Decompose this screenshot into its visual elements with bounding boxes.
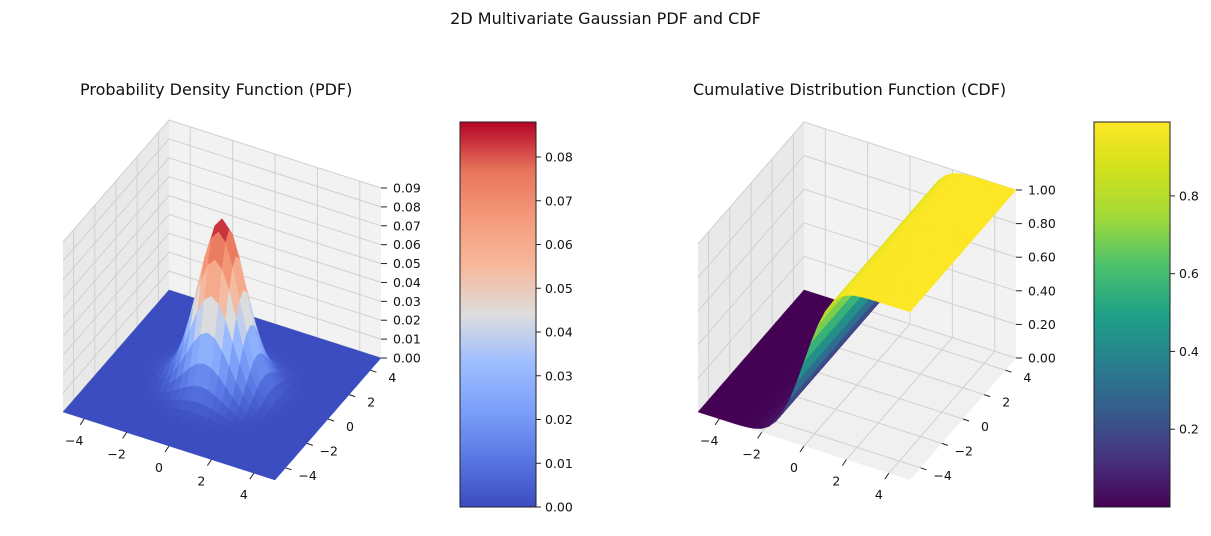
x-tick-label: −4 [700, 433, 718, 448]
x-tick-mark [757, 432, 763, 439]
z-tick-label: 0.09 [393, 181, 421, 196]
x-tick-label: 2 [832, 474, 840, 489]
surface-patch [902, 305, 914, 313]
z-tick-label: 0.00 [393, 351, 421, 366]
grid-line [62, 270, 382, 394]
y-tick-label: 2 [1002, 395, 1010, 410]
x-tick-label: 2 [197, 474, 205, 489]
y-tick-label: 0 [346, 419, 354, 434]
y-tick-label: −4 [298, 468, 316, 483]
cdf-chart-title: Cumulative Distribution Function (CDF) [693, 80, 1007, 99]
y-tick-label: −4 [933, 468, 951, 483]
colorbar-tick-label: 0.4 [1179, 344, 1199, 359]
x-tick-mark [799, 445, 805, 453]
grid-line [62, 195, 382, 318]
y-tick-mark [327, 418, 335, 422]
y-tick-mark [920, 467, 927, 471]
grid-line [62, 176, 382, 300]
colorbar-gradient [459, 121, 537, 508]
x-tick-mark [884, 472, 890, 480]
x-tick-label: 4 [240, 487, 248, 502]
x-tick-mark [841, 459, 847, 466]
z-tick-label: 0.03 [393, 294, 421, 309]
grid-line [62, 232, 382, 356]
z-tick-label: 0.07 [393, 218, 421, 233]
pdf-3d-axes: −4−2024−4−20240.000.010.020.030.040.050.… [62, 119, 421, 502]
colorbar-tick-label: 0.05 [545, 281, 573, 296]
y-tick-label: 2 [367, 395, 375, 410]
x-tick-label: 4 [875, 487, 883, 502]
surface-patch [267, 473, 279, 481]
grid-line [62, 251, 382, 375]
colorbar-tick-label: 0.08 [545, 150, 573, 165]
y-tick-mark [984, 394, 991, 398]
colorbar-tick-label: 0.01 [545, 456, 573, 471]
colorbar-tick-label: 0.2 [1179, 422, 1199, 437]
x-tick-label: −2 [742, 446, 760, 461]
z-tick-label: 0.05 [393, 256, 421, 271]
x-tick-mark [164, 445, 170, 453]
x-tick-label: 0 [790, 460, 798, 475]
grid-line [62, 138, 382, 262]
pdf-colorbar: 0.00 0.01 0.02 0.03 0.04 0.05 0.06 0.07 0.08 [459, 121, 573, 515]
y-tick-label: 4 [388, 370, 396, 385]
figure-title: 2D Multivariate Gaussian PDF and CDF [450, 9, 761, 28]
x-tick-mark [206, 459, 212, 466]
x-tick-label: 0 [155, 460, 163, 475]
x-tick-mark [79, 418, 85, 426]
x-tick-mark [249, 472, 255, 480]
y-tick-mark [941, 442, 948, 446]
x-tick-mark [122, 432, 128, 439]
colorbar-tick-label: 0.8 [1179, 188, 1199, 203]
grid-line [62, 213, 382, 337]
pdf-chart-title: Probability Density Function (PDF) [80, 80, 353, 99]
y-tick-label: 4 [1023, 370, 1031, 385]
colorbar-tick-label: 0.04 [545, 325, 573, 340]
z-tick-label: 0.01 [393, 332, 421, 347]
y-tick-mark [349, 394, 356, 398]
colorbar-tick-label: 0.07 [545, 193, 573, 208]
z-tick-label: 0.60 [1028, 250, 1056, 265]
z-tick-label: 0.00 [1028, 351, 1056, 366]
y-tick-mark [1005, 369, 1012, 373]
z-tick-label: 0.80 [1028, 216, 1056, 231]
z-tick-label: 0.08 [393, 199, 421, 214]
colorbar-tick-label: 0.00 [545, 500, 573, 515]
y-tick-mark [962, 418, 970, 422]
x-tick-label: −4 [65, 433, 83, 448]
z-tick-label: 0.20 [1028, 317, 1056, 332]
z-tick-label: 0.04 [393, 275, 421, 290]
x-tick-mark [714, 418, 720, 426]
y-tick-label: −2 [320, 443, 338, 458]
y-tick-mark [306, 442, 313, 446]
colorbar-tick-label: 0.03 [545, 368, 573, 383]
colorbar-tick-label: 0.02 [545, 412, 573, 427]
grid-line [697, 121, 1017, 245]
grid-line [62, 157, 382, 281]
colorbar-tick-label: 0.06 [545, 237, 573, 252]
z-tick-label: 0.02 [393, 313, 421, 328]
y-tick-label: 0 [981, 419, 989, 434]
x-tick-label: −2 [107, 446, 125, 461]
grid-line [62, 119, 382, 243]
y-tick-label: −2 [955, 443, 973, 458]
z-tick-label: 1.00 [1028, 183, 1056, 198]
z-tick-label: 0.06 [393, 237, 421, 252]
cdf-colorbar: 0.2 0.4 0.6 0.8 [1093, 121, 1199, 508]
colorbar-tick-label: 0.6 [1179, 266, 1199, 281]
colorbar-gradient [1093, 121, 1171, 508]
z-tick-label: 0.40 [1028, 283, 1056, 298]
y-tick-mark [285, 467, 292, 471]
grid-line [697, 255, 1017, 379]
y-tick-mark [370, 369, 377, 373]
